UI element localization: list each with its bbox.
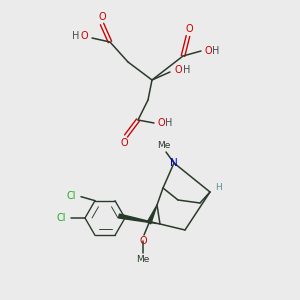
- Text: O: O: [80, 31, 88, 41]
- Text: O: O: [185, 24, 193, 34]
- Text: O: O: [174, 65, 182, 75]
- Text: Cl: Cl: [66, 191, 76, 201]
- Text: H: H: [216, 182, 222, 191]
- Text: H: H: [72, 31, 80, 41]
- Polygon shape: [147, 205, 157, 224]
- Text: Cl: Cl: [56, 213, 66, 223]
- Text: O: O: [98, 12, 106, 22]
- Polygon shape: [118, 214, 160, 224]
- Text: N: N: [170, 158, 178, 168]
- Text: O: O: [139, 236, 147, 246]
- Text: Me: Me: [157, 142, 171, 151]
- Text: H: H: [183, 65, 191, 75]
- Text: H: H: [165, 118, 173, 128]
- Text: O: O: [204, 46, 212, 56]
- Text: O: O: [157, 118, 165, 128]
- Text: Me: Me: [136, 256, 150, 265]
- Text: O: O: [120, 138, 128, 148]
- Text: H: H: [212, 46, 220, 56]
